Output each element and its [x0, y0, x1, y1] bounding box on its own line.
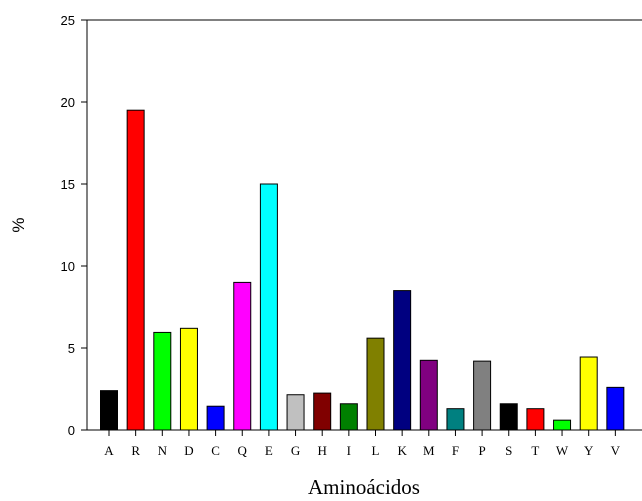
bar-I [339, 403, 358, 431]
bar-F [446, 408, 465, 431]
x-axis-title: Aminoácidos [308, 475, 420, 499]
y-tick-label: 25 [61, 13, 75, 28]
y-tick-label: 10 [61, 259, 75, 274]
y-axis-ticks: 0 5 10 15 20 25 [61, 13, 87, 438]
y-tick-label: 15 [61, 177, 75, 192]
x-tick-label-N: N [158, 443, 168, 458]
bar-E [259, 183, 278, 431]
x-tick-label-T: T [531, 443, 539, 458]
x-tick-label-V: V [611, 443, 621, 458]
x-tick-label-I: I [347, 443, 351, 458]
bar-N [153, 331, 172, 431]
x-tick-label-D: D [184, 443, 193, 458]
x-tick-label-R: R [131, 443, 140, 458]
x-tick-label-L: L [372, 443, 380, 458]
bar-G [286, 394, 305, 431]
x-tick-label-Y: Y [584, 443, 594, 458]
bar-D [179, 327, 198, 431]
bar-C [206, 405, 225, 431]
x-tick-label-G: G [291, 443, 300, 458]
bar-Y [579, 356, 598, 431]
bar-P [473, 360, 492, 431]
bar-Q [233, 281, 252, 431]
x-tick-label-E: E [265, 443, 273, 458]
x-tick-label-C: C [211, 443, 220, 458]
bar-T [526, 408, 545, 431]
bar-H [313, 392, 332, 431]
plot-frame [86, 19, 642, 431]
x-tick-label-K: K [397, 443, 407, 458]
y-tick-label: 0 [68, 423, 75, 438]
bars [100, 109, 625, 431]
y-tick-label: 5 [68, 341, 75, 356]
bar-K [393, 290, 412, 431]
x-tick-label-F: F [452, 443, 459, 458]
x-tick-label-M: M [423, 443, 435, 458]
x-tick-label-P: P [478, 443, 485, 458]
x-tick-label-H: H [318, 443, 327, 458]
y-tick-label: 20 [61, 95, 75, 110]
x-tick-label-S: S [505, 443, 512, 458]
bar-S [499, 403, 518, 431]
x-tick-label-Q: Q [238, 443, 248, 458]
bar-A [100, 390, 118, 431]
x-tick-label-W: W [556, 443, 569, 458]
y-axis-title: % [9, 217, 28, 232]
bar-M [419, 359, 438, 431]
bar-L [366, 337, 385, 431]
x-tick-label-A: A [104, 443, 114, 458]
bar-V [606, 386, 625, 431]
bar-R [126, 109, 145, 431]
bar-W [553, 419, 572, 431]
